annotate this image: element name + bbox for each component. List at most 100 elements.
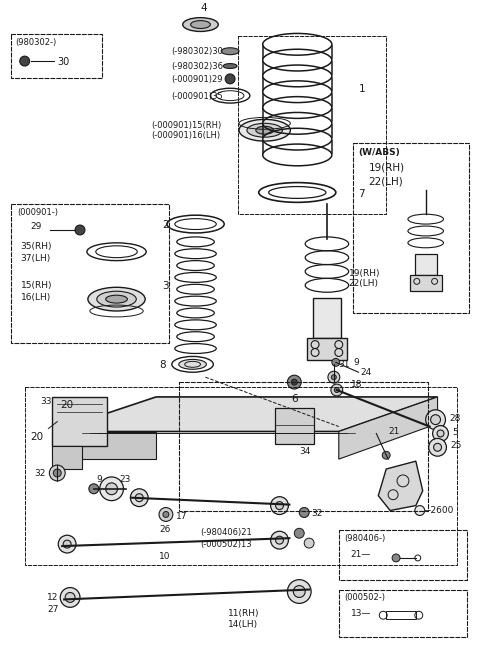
Ellipse shape	[97, 291, 136, 307]
Circle shape	[431, 415, 441, 425]
Circle shape	[392, 554, 400, 562]
Circle shape	[20, 56, 30, 66]
Circle shape	[106, 483, 118, 495]
Ellipse shape	[106, 295, 127, 303]
Text: 21: 21	[388, 426, 399, 436]
Text: 20: 20	[31, 432, 44, 442]
Text: (-000502)13: (-000502)13	[201, 540, 252, 549]
Circle shape	[291, 379, 297, 385]
Text: 30: 30	[57, 57, 70, 67]
Text: 2: 2	[162, 220, 169, 230]
Circle shape	[163, 511, 169, 517]
Ellipse shape	[247, 123, 282, 137]
Text: 32: 32	[35, 469, 46, 478]
Text: 21—: 21—	[350, 550, 371, 559]
Circle shape	[288, 579, 311, 603]
Text: 28: 28	[449, 414, 461, 423]
Polygon shape	[52, 397, 438, 432]
Text: 7: 7	[359, 188, 365, 198]
Text: 6: 6	[291, 394, 298, 404]
Circle shape	[276, 501, 284, 509]
Text: 24: 24	[360, 368, 372, 377]
Text: 9: 9	[354, 358, 360, 368]
Polygon shape	[52, 432, 156, 459]
Text: (000502-): (000502-)	[345, 593, 386, 603]
Circle shape	[63, 540, 71, 548]
Ellipse shape	[239, 119, 290, 141]
Text: 11(RH): 11(RH)	[228, 609, 260, 618]
Text: 5: 5	[452, 428, 458, 436]
Ellipse shape	[256, 127, 274, 134]
Text: (000901-): (000901-)	[17, 208, 58, 217]
Text: (W/ABS): (W/ABS)	[359, 148, 400, 157]
Circle shape	[432, 426, 448, 442]
Text: 22(LH): 22(LH)	[348, 280, 379, 288]
Circle shape	[331, 375, 336, 380]
Circle shape	[288, 375, 301, 389]
Text: 18: 18	[350, 380, 362, 389]
Text: (-000901)29: (-000901)29	[171, 75, 222, 84]
Text: (-980406)21: (-980406)21	[201, 528, 252, 537]
Text: 3: 3	[162, 281, 169, 291]
Circle shape	[58, 535, 76, 553]
Polygon shape	[339, 397, 438, 459]
Circle shape	[429, 438, 446, 456]
Circle shape	[426, 410, 445, 430]
Circle shape	[328, 371, 340, 383]
Circle shape	[433, 444, 442, 452]
Text: 12: 12	[48, 593, 59, 603]
Text: 25: 25	[450, 442, 462, 450]
Circle shape	[60, 587, 80, 607]
Circle shape	[276, 536, 284, 544]
Text: 34: 34	[299, 448, 311, 456]
Text: 9: 9	[97, 475, 103, 484]
Text: (-000901)15(RH): (-000901)15(RH)	[151, 121, 221, 131]
Polygon shape	[378, 461, 423, 511]
Text: 14(LH): 14(LH)	[228, 620, 258, 629]
FancyBboxPatch shape	[275, 408, 314, 444]
Circle shape	[65, 593, 75, 602]
Text: (-980302)36: (-980302)36	[171, 62, 223, 71]
Text: (-000901)35: (-000901)35	[171, 92, 223, 101]
Text: 26: 26	[159, 525, 170, 534]
Circle shape	[415, 505, 425, 515]
FancyBboxPatch shape	[415, 254, 437, 276]
Circle shape	[335, 388, 339, 392]
Text: 10: 10	[159, 552, 170, 561]
FancyBboxPatch shape	[307, 338, 347, 360]
Text: 20: 20	[60, 400, 73, 410]
Text: 29: 29	[31, 222, 42, 231]
Circle shape	[382, 452, 390, 459]
Circle shape	[225, 74, 235, 84]
Ellipse shape	[179, 360, 206, 369]
Text: 27: 27	[48, 605, 59, 614]
Text: (980302-): (980302-)	[15, 39, 56, 47]
Text: (-980302)30: (-980302)30	[171, 47, 223, 56]
FancyBboxPatch shape	[313, 298, 341, 338]
Ellipse shape	[183, 17, 218, 31]
Circle shape	[75, 225, 85, 235]
Circle shape	[49, 465, 65, 481]
Circle shape	[271, 497, 288, 514]
Text: 19(RH): 19(RH)	[348, 268, 380, 278]
Text: 33: 33	[40, 397, 52, 406]
Circle shape	[299, 507, 309, 517]
Circle shape	[293, 585, 305, 597]
FancyBboxPatch shape	[410, 276, 442, 291]
Circle shape	[135, 494, 143, 501]
Circle shape	[53, 469, 61, 477]
Text: 8: 8	[159, 360, 166, 370]
Text: 37(LH): 37(LH)	[21, 254, 51, 262]
Text: 13—: 13—	[350, 609, 371, 618]
Text: 4: 4	[200, 3, 207, 13]
Text: 15(RH): 15(RH)	[21, 281, 52, 290]
Text: 1: 1	[359, 84, 365, 94]
Circle shape	[100, 477, 123, 501]
Circle shape	[437, 430, 444, 437]
Ellipse shape	[223, 63, 237, 69]
Circle shape	[294, 528, 304, 538]
Circle shape	[332, 358, 340, 366]
Text: 23: 23	[120, 475, 131, 484]
Text: 17: 17	[176, 513, 187, 521]
Text: 16(LH): 16(LH)	[21, 293, 51, 302]
